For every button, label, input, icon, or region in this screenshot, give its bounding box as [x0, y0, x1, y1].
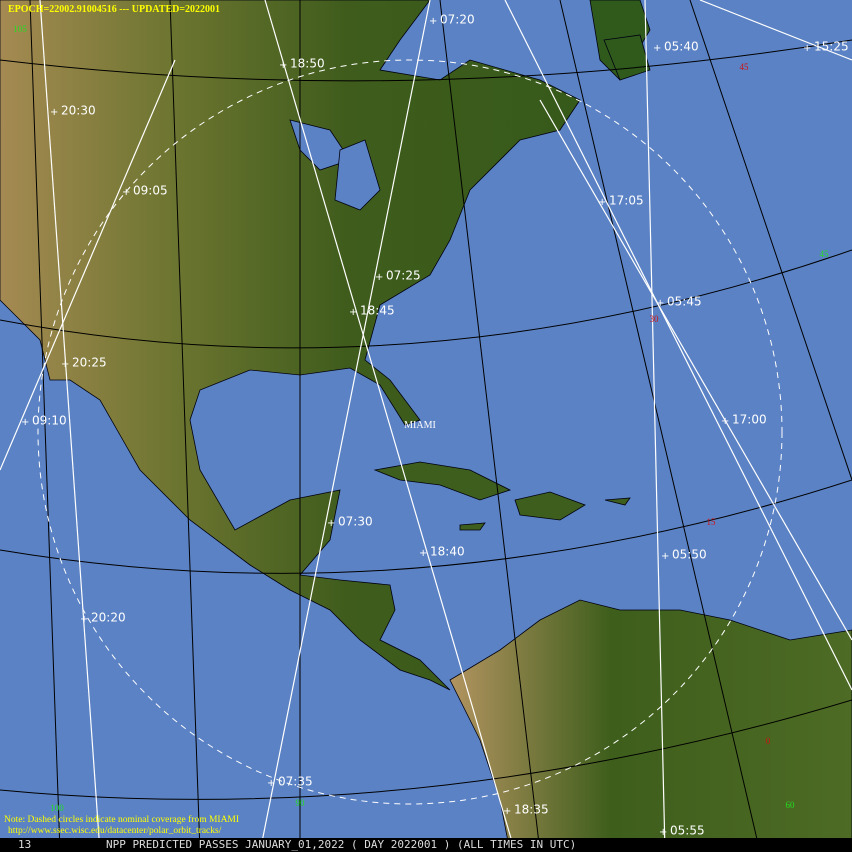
- tick-plus: +: [50, 107, 58, 118]
- tick-plus: +: [661, 551, 669, 562]
- tick-plus: +: [659, 827, 667, 838]
- pass-time: 18:40: [430, 545, 465, 559]
- pass-time: 05:55: [670, 824, 705, 838]
- labels: EPOCH=22002.91004516 --- UPDATED=2022001…: [0, 4, 852, 852]
- footer-left: 13: [18, 838, 31, 851]
- pass-time: 05:45: [667, 295, 702, 309]
- pass-time: 20:30: [61, 104, 96, 118]
- longitude-label: 90: [296, 798, 306, 808]
- tick-plus: +: [21, 417, 29, 428]
- longitude-label: 45: [820, 249, 830, 259]
- tick-plus: +: [61, 359, 69, 370]
- pass-time: 18:35: [514, 803, 549, 817]
- pass-time: 20:25: [72, 356, 107, 370]
- latitude-label: 15: [707, 517, 717, 527]
- tick-plus: +: [375, 272, 383, 283]
- pass-time: 07:25: [386, 269, 421, 283]
- tick-plus: +: [327, 518, 335, 529]
- tick-plus: +: [279, 60, 287, 71]
- longitude-label: 100: [50, 803, 64, 813]
- tick-plus: +: [653, 43, 661, 54]
- tick-plus: +: [656, 298, 664, 309]
- latitude-label: 0: [766, 736, 771, 746]
- tick-plus: +: [122, 187, 130, 198]
- note: Note: Dashed circles indicate nominal co…: [4, 814, 239, 825]
- coverage-circle: [37, 59, 783, 805]
- pass-time: 17:05: [609, 194, 644, 208]
- tick-plus: +: [429, 16, 437, 27]
- latitude-label: 30: [650, 314, 660, 324]
- tick-plus: +: [349, 307, 357, 318]
- latitude-label: 45: [740, 62, 750, 72]
- tick-plus: +: [267, 778, 275, 789]
- longitude-label: 60: [786, 800, 796, 810]
- pass-time: 07:35: [278, 775, 313, 789]
- pass-time: 07:20: [440, 13, 475, 27]
- tick-plus: +: [721, 416, 729, 427]
- url: http://www.ssec.wisc.edu/datacenter/pola…: [8, 826, 222, 836]
- pass-time: 18:50: [290, 57, 325, 71]
- pass-time: 18:45: [360, 304, 395, 318]
- city: MIAMI: [404, 420, 436, 431]
- pass-time: 05:50: [672, 548, 707, 562]
- epoch: EPOCH=22002.91004516 --- UPDATED=2022001: [8, 4, 220, 15]
- tick-plus: +: [419, 548, 427, 559]
- pass-time: 09:05: [133, 184, 168, 198]
- footer-title: NPP PREDICTED PASSES JANUARY_01,2022 ( D…: [106, 838, 576, 851]
- pass-time: 05:40: [664, 40, 699, 54]
- pass-time: 20:20: [91, 611, 126, 625]
- pass-time: 09:10: [32, 414, 67, 428]
- longitude-label: 105: [13, 24, 27, 34]
- footer-band: [0, 838, 852, 852]
- tick-plus: +: [80, 614, 88, 625]
- pass-time: 17:00: [732, 413, 767, 427]
- pass-time: 07:30: [338, 515, 373, 529]
- tick-plus: +: [598, 197, 606, 208]
- pass-time: 15:25: [814, 40, 849, 54]
- tick-plus: +: [503, 806, 511, 817]
- tick-plus: +: [803, 43, 811, 54]
